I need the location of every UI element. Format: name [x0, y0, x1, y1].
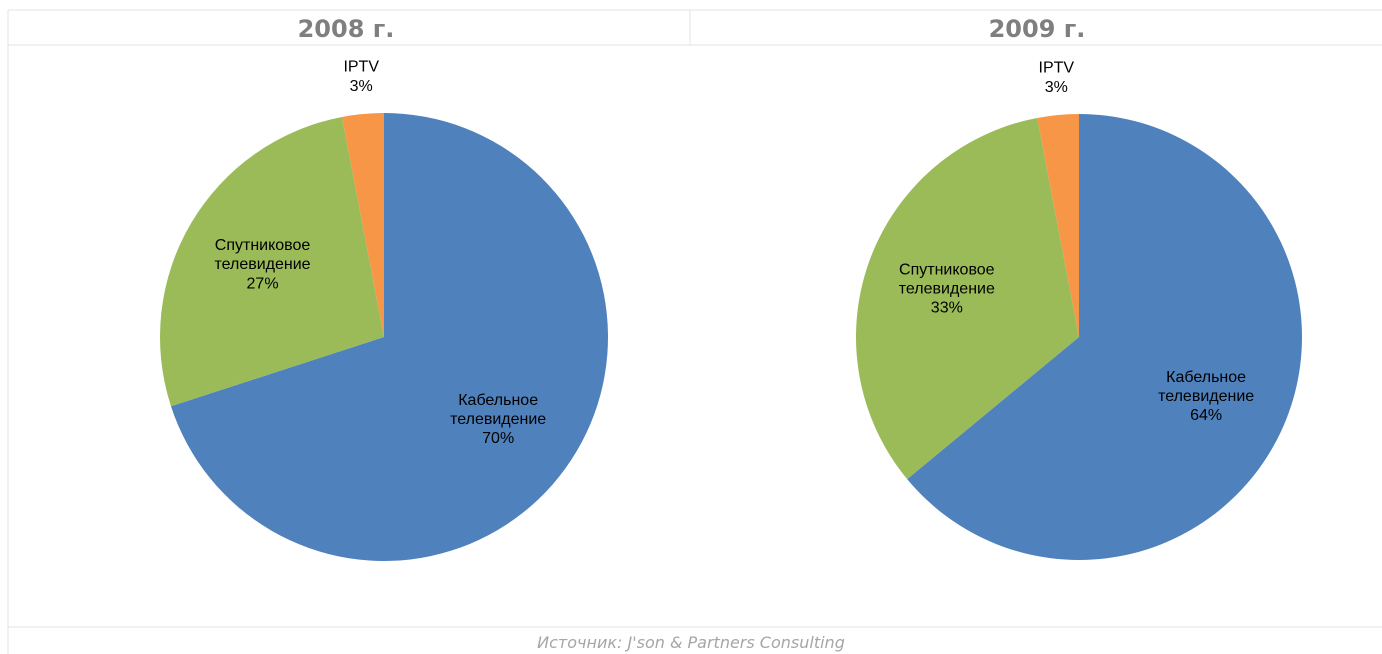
pie-slice [1037, 114, 1079, 337]
pie-slice [907, 114, 1302, 560]
slice-label: IPTV [1039, 60, 1075, 77]
value-label: 64% [1190, 407, 1222, 424]
source: Источник: J'son & Partners Consulting [537, 633, 845, 652]
pie-slice [159, 116, 384, 407]
chart-title: 2009 г. [989, 15, 1086, 43]
pie-slice [170, 113, 609, 561]
value-label: 27% [247, 275, 279, 292]
pie-slice [856, 117, 1079, 480]
slice-label: Спутниковое телевидение [214, 237, 310, 273]
slice-label: Кабельное телевидение [450, 392, 546, 428]
value-label: 70% [482, 430, 514, 447]
value-label: 33% [931, 300, 963, 317]
slice-label: IPTV [343, 59, 379, 76]
value-label: 3% [1045, 79, 1068, 96]
chart-title: 2008 г. [298, 15, 395, 43]
pie-slice [342, 113, 384, 337]
slice-label: Спутниковое телевидение [899, 262, 995, 298]
value-label: 3% [350, 78, 373, 95]
slice-label: Кабельное телевидение [1158, 369, 1254, 405]
